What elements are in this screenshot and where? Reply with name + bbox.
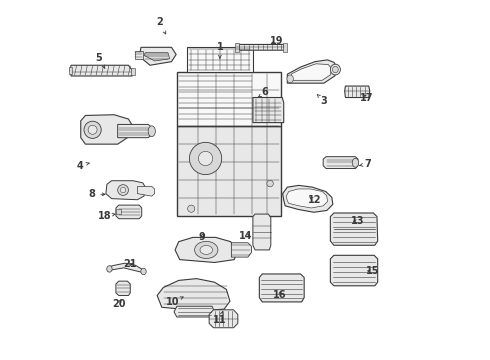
Ellipse shape xyxy=(287,75,294,83)
Polygon shape xyxy=(231,243,251,257)
Polygon shape xyxy=(187,47,253,72)
Text: 20: 20 xyxy=(112,299,125,309)
Polygon shape xyxy=(175,237,237,262)
Polygon shape xyxy=(174,306,215,317)
Text: 10: 10 xyxy=(166,297,183,307)
Polygon shape xyxy=(330,213,378,245)
Text: 9: 9 xyxy=(198,232,205,242)
Ellipse shape xyxy=(190,142,221,175)
Polygon shape xyxy=(292,64,332,80)
Polygon shape xyxy=(286,189,327,208)
Polygon shape xyxy=(259,274,304,302)
Ellipse shape xyxy=(188,205,195,212)
Text: 6: 6 xyxy=(259,87,269,97)
Polygon shape xyxy=(236,44,285,50)
Polygon shape xyxy=(253,98,284,123)
Polygon shape xyxy=(283,185,333,212)
Text: 18: 18 xyxy=(98,211,115,221)
Text: 15: 15 xyxy=(366,266,379,276)
Polygon shape xyxy=(70,65,133,76)
Text: 21: 21 xyxy=(123,259,137,269)
Text: 8: 8 xyxy=(88,189,105,199)
Text: 13: 13 xyxy=(351,216,365,226)
Polygon shape xyxy=(118,125,152,138)
Text: 5: 5 xyxy=(96,53,105,68)
Ellipse shape xyxy=(118,185,128,195)
Polygon shape xyxy=(344,86,370,98)
Ellipse shape xyxy=(333,66,338,73)
Polygon shape xyxy=(177,126,281,216)
Polygon shape xyxy=(69,67,72,74)
Ellipse shape xyxy=(330,64,341,75)
Polygon shape xyxy=(253,214,271,250)
Polygon shape xyxy=(323,157,358,168)
Ellipse shape xyxy=(200,246,213,255)
Ellipse shape xyxy=(195,241,218,258)
Text: 19: 19 xyxy=(270,36,283,46)
Polygon shape xyxy=(139,47,176,65)
Ellipse shape xyxy=(107,266,112,272)
Text: 11: 11 xyxy=(213,312,227,325)
Ellipse shape xyxy=(84,121,101,138)
Ellipse shape xyxy=(121,187,126,193)
Polygon shape xyxy=(177,72,281,126)
Polygon shape xyxy=(287,60,338,83)
Polygon shape xyxy=(116,205,142,219)
Polygon shape xyxy=(330,255,378,286)
Text: 3: 3 xyxy=(318,95,327,106)
Text: 7: 7 xyxy=(359,159,371,169)
Ellipse shape xyxy=(198,151,213,166)
Polygon shape xyxy=(81,115,134,144)
Polygon shape xyxy=(116,210,122,214)
Polygon shape xyxy=(116,281,130,296)
Polygon shape xyxy=(235,43,239,51)
Polygon shape xyxy=(135,51,143,59)
Text: 17: 17 xyxy=(360,93,374,103)
Text: 12: 12 xyxy=(307,195,321,205)
Text: 16: 16 xyxy=(273,290,287,300)
Ellipse shape xyxy=(267,180,273,187)
Polygon shape xyxy=(131,68,135,75)
Ellipse shape xyxy=(148,126,155,136)
Polygon shape xyxy=(209,310,238,328)
Polygon shape xyxy=(157,279,230,311)
Ellipse shape xyxy=(88,125,97,134)
Polygon shape xyxy=(144,53,170,61)
Polygon shape xyxy=(106,181,147,200)
Ellipse shape xyxy=(352,158,359,167)
Text: 4: 4 xyxy=(76,161,89,171)
Polygon shape xyxy=(283,43,287,51)
Ellipse shape xyxy=(141,268,146,275)
Text: 1: 1 xyxy=(217,42,223,58)
Polygon shape xyxy=(108,263,144,273)
Polygon shape xyxy=(137,186,155,196)
Text: 14: 14 xyxy=(239,231,253,240)
Text: 2: 2 xyxy=(157,17,166,34)
